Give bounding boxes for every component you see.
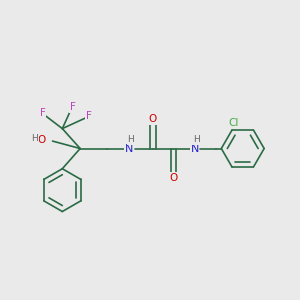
Text: H: H [127, 135, 134, 144]
Text: F: F [70, 103, 76, 112]
Text: H: H [31, 134, 38, 143]
Text: Cl: Cl [228, 118, 239, 128]
Text: O: O [149, 114, 157, 124]
Text: H: H [193, 135, 200, 144]
Text: O: O [38, 135, 46, 145]
Text: N: N [125, 143, 134, 154]
Text: O: O [169, 172, 177, 183]
Text: N: N [190, 143, 199, 154]
Text: F: F [85, 111, 91, 121]
Text: F: F [40, 108, 46, 118]
